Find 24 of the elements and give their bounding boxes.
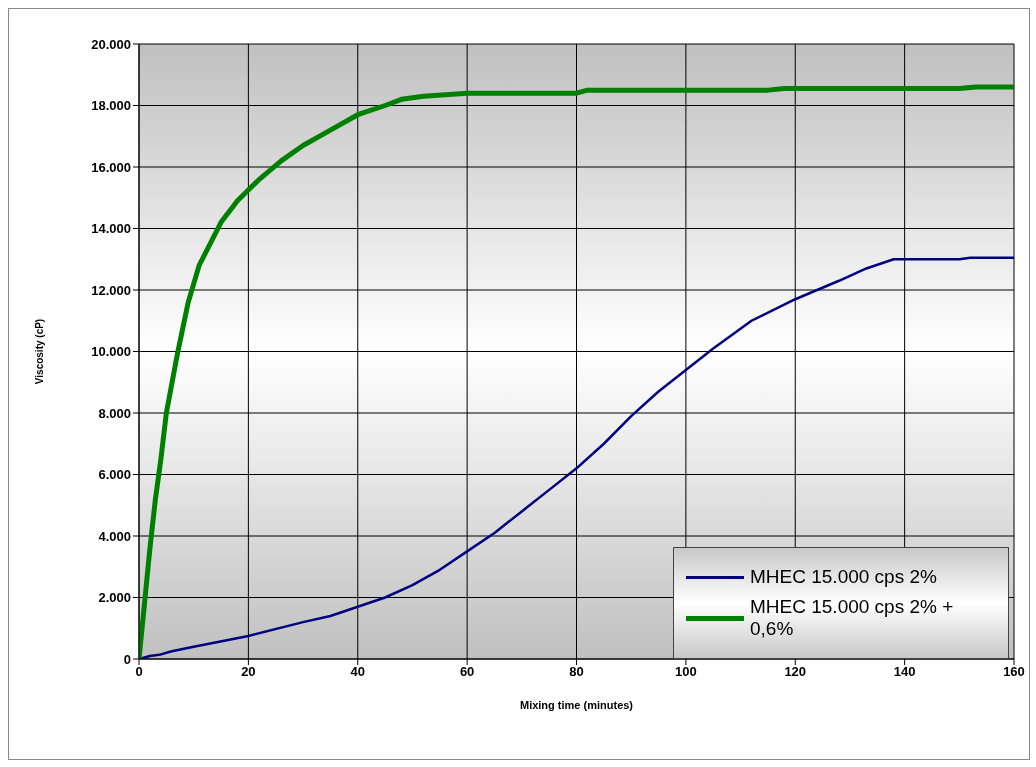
y-tick-label: 8.000 (98, 405, 131, 421)
x-axis-title: Mixing time (minutes) (519, 699, 634, 711)
x-tick-label: 60 (459, 664, 475, 680)
x-tick-label: 0 (135, 664, 143, 680)
y-tick-label: 2.000 (98, 590, 131, 606)
x-tick-label: 100 (675, 664, 697, 680)
x-tick-label: 20 (241, 664, 256, 680)
y-tick-label: 6.000 (98, 467, 131, 483)
x-tick-label: 160 (1003, 664, 1025, 680)
y-tick-label: 0 (123, 651, 131, 667)
y-tick-label: 14.000 (91, 221, 131, 237)
y-tick-label: 20.000 (91, 36, 131, 52)
y-axis-title: Viscosity (cP) (33, 318, 45, 385)
legend-label: MHEC 15.000 cps 2% + 0,6% (750, 596, 955, 640)
legend-label: MHEC 15.000 cps 2% (750, 566, 937, 588)
y-tick-label: 18.000 (91, 98, 131, 114)
x-tick-label: 80 (569, 664, 584, 680)
x-tick-label: 120 (784, 664, 807, 680)
y-tick-label: 12.000 (91, 282, 131, 298)
y-tick-label: 10.000 (91, 344, 131, 360)
x-tick-label: 40 (350, 664, 365, 680)
x-tick-label: 140 (893, 664, 916, 680)
y-tick-label: 4.000 (98, 528, 131, 544)
y-tick-label: 16.000 (91, 159, 131, 175)
